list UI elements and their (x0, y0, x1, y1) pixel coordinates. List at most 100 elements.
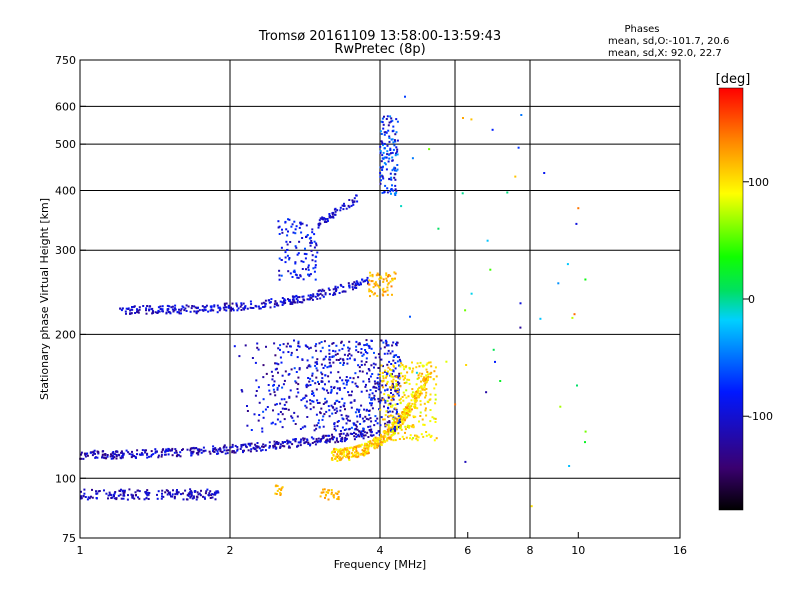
echo-point (423, 388, 426, 391)
echo-point (111, 496, 114, 499)
echo-point (381, 384, 384, 387)
echo-point (148, 492, 151, 494)
echo-point (256, 442, 259, 444)
echo-point (331, 213, 334, 216)
echo-point (103, 489, 105, 492)
echo-point (246, 405, 248, 407)
echo-point (389, 368, 391, 371)
echo-point (363, 420, 366, 422)
x-tick-label: 6 (464, 544, 471, 557)
echo-point (376, 272, 379, 275)
echo-point (337, 457, 340, 460)
echo-point (311, 393, 314, 395)
echo-point (391, 396, 394, 399)
echo-point (382, 365, 384, 368)
echo-point (412, 437, 415, 439)
echo-point (346, 358, 349, 361)
echo-point (318, 383, 320, 385)
echo-point (279, 348, 281, 351)
echo-point (297, 340, 300, 343)
echo-point (330, 388, 333, 391)
echo-point (344, 438, 347, 441)
echo-point (382, 151, 385, 154)
echo-point (208, 450, 211, 453)
echo-point (328, 213, 331, 215)
echo-point (398, 364, 401, 367)
echo-point (144, 451, 147, 454)
echo-point (334, 448, 337, 451)
echo-point (486, 239, 489, 242)
echo-point (285, 401, 288, 404)
echo-point (368, 396, 371, 399)
echo-point (331, 355, 334, 358)
echo-point (233, 451, 236, 454)
echo-point (327, 498, 330, 501)
echo-point (192, 450, 195, 453)
echo-point (400, 372, 403, 375)
echo-point (277, 413, 280, 416)
echo-point (401, 419, 404, 422)
echo-point (291, 276, 294, 278)
echo-point (261, 427, 264, 430)
echo-point (363, 434, 365, 437)
echo-point (332, 294, 335, 296)
colorbar-tick-label: 100 (748, 176, 769, 189)
echo-point (382, 436, 385, 439)
echo-point (231, 445, 234, 448)
echo-point (423, 423, 426, 426)
echo-point (415, 437, 418, 440)
echo-point (297, 376, 300, 379)
echo-point (328, 349, 331, 352)
echo-point (268, 445, 271, 448)
echo-point (309, 241, 312, 244)
echo-point (340, 341, 343, 344)
echo-point (115, 453, 118, 456)
echo-point (295, 395, 298, 398)
echo-point (384, 163, 387, 166)
echo-point (307, 268, 310, 271)
echo-point (292, 419, 295, 422)
echo-point (339, 405, 342, 408)
echo-point (295, 381, 298, 384)
echo-point (83, 488, 86, 491)
echo-point (391, 350, 394, 353)
echo-point (405, 365, 408, 368)
echo-point (217, 452, 220, 455)
echo-point (345, 376, 348, 378)
echo-point (284, 370, 287, 373)
echo-point (324, 374, 327, 377)
echo-point (189, 496, 192, 499)
echo-point (390, 387, 393, 390)
echo-point (138, 306, 141, 309)
echo-point (350, 394, 353, 397)
echo-point (329, 215, 332, 217)
echo-point (333, 387, 335, 389)
echo-point (381, 141, 384, 144)
echo-point (366, 447, 369, 450)
echo-point (357, 455, 360, 458)
echo-point (428, 398, 431, 401)
echo-point (374, 284, 377, 287)
echo-point (337, 497, 340, 500)
echo-point (290, 354, 293, 357)
echo-point (288, 257, 291, 259)
echo-point (313, 440, 316, 443)
echo-point (333, 213, 336, 216)
echo-point (514, 175, 517, 178)
echo-point (261, 430, 264, 433)
echo-point (110, 497, 113, 499)
echo-point (190, 490, 193, 493)
echo-point (388, 140, 391, 143)
echo-point (279, 494, 282, 496)
echo-point (313, 233, 316, 236)
echo-point (342, 448, 345, 451)
echo-point (323, 217, 326, 220)
echo-point (244, 344, 247, 347)
echo-point (375, 432, 378, 435)
echo-point (169, 449, 172, 452)
echo-point (339, 456, 342, 459)
echo-point (306, 366, 309, 369)
echo-point (396, 392, 399, 395)
echo-point (281, 386, 284, 389)
echo-point (396, 150, 399, 153)
